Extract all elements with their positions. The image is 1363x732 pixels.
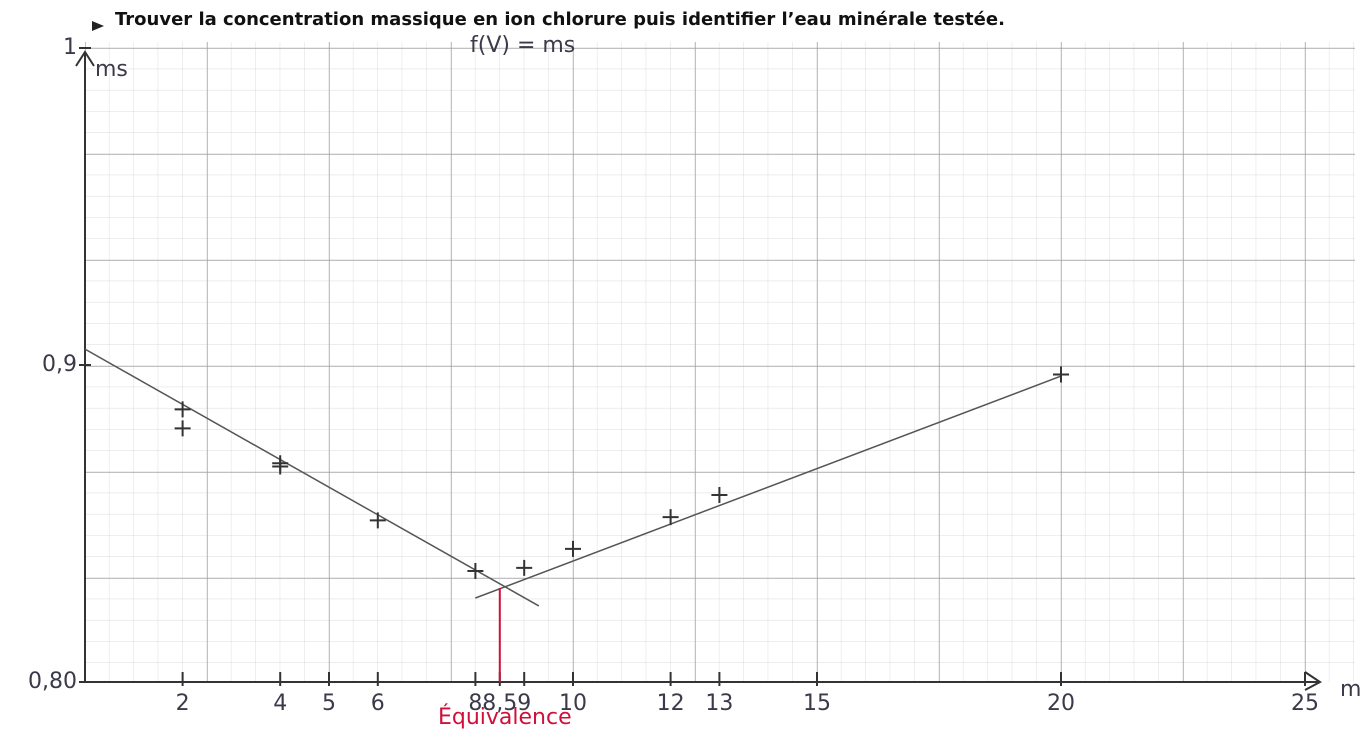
- x-tick-label: 5: [322, 691, 336, 716]
- x-axis-label: m: [1340, 677, 1361, 702]
- x-tick-label: 20: [1047, 691, 1075, 716]
- equivalence-label: Équivalence: [438, 704, 572, 730]
- bullet: [92, 21, 104, 31]
- y-axis-label: ms: [95, 57, 128, 82]
- y-tick-label: 1: [63, 35, 77, 60]
- x-tick-label: 13: [705, 691, 733, 716]
- x-tick-label: 15: [803, 691, 831, 716]
- chart-title: f(V) = ms: [470, 33, 575, 58]
- y-tick-label: 0,9: [42, 352, 77, 377]
- graph-paper-major: [85, 42, 1355, 682]
- chart: Trouver la concentration massique en ion…: [0, 0, 1363, 732]
- x-tick-label: 4: [273, 691, 287, 716]
- x-tick-label: 25: [1291, 691, 1319, 716]
- header: Trouver la concentration massique en ion…: [115, 9, 1005, 30]
- x-tick-label: 6: [371, 691, 385, 716]
- x-tick-label: 2: [176, 691, 190, 716]
- x-tick-label: 12: [657, 691, 685, 716]
- y-tick-label: 0,80: [28, 669, 77, 694]
